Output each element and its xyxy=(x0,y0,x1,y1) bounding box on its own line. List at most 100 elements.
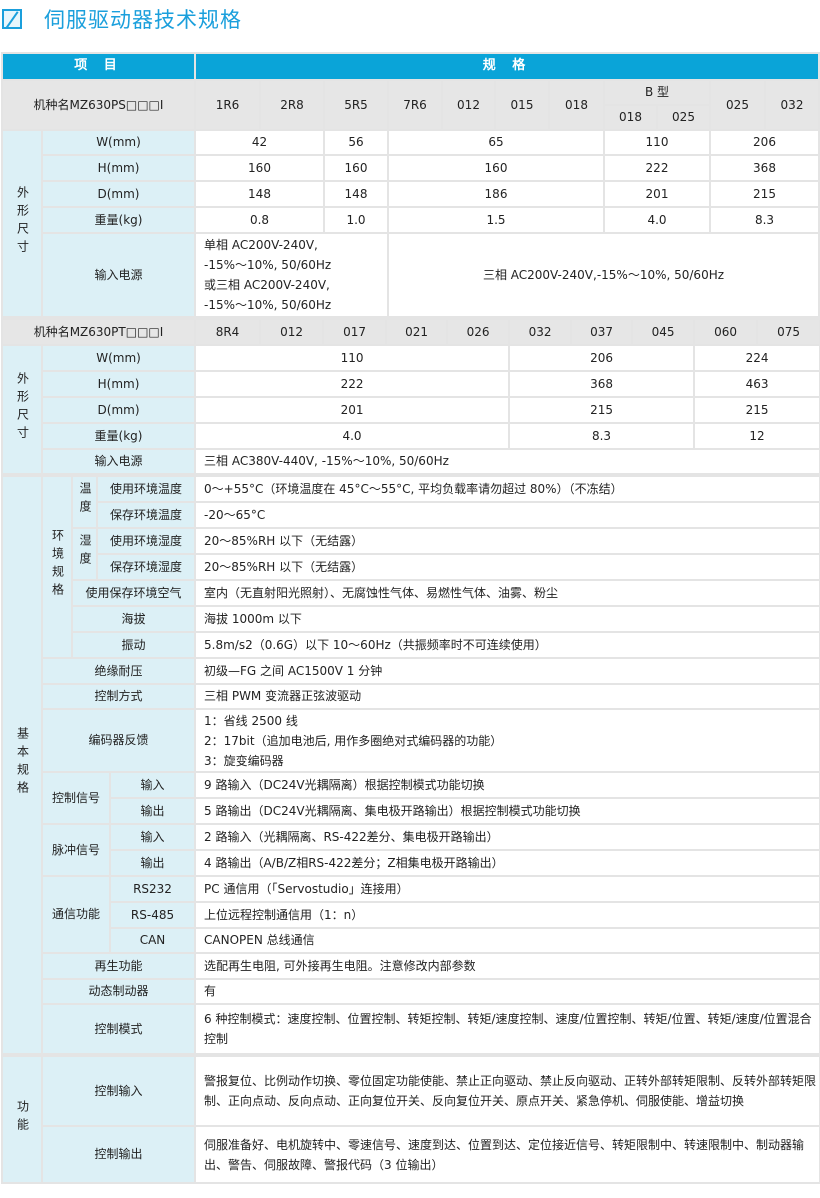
function-table: 功能 控制输入 警报复位、比例动作切换、零位固定功能使能、禁止正向驱动、禁止反向… xyxy=(1,1055,820,1184)
row-label: 保存环境温度 xyxy=(95,501,197,529)
row-label: 再生功能 xyxy=(40,952,197,980)
row-label: 输入电源 xyxy=(41,232,196,318)
cell: 海拔 1000m 以下 xyxy=(194,605,820,633)
cell: 室内（无直射阳光照射）、无腐蚀性气体、易燃性气体、油雾、粉尘 xyxy=(194,579,820,607)
ps-col: 2R8 xyxy=(259,79,325,131)
ps-col: 012 xyxy=(441,79,496,131)
cell: 6 种控制模式：速度控制、位置控制、转矩控制、转矩/速度控制、速度/位置控制、转… xyxy=(194,1003,820,1055)
ps-col: 1R6 xyxy=(194,79,261,131)
cell: 42 xyxy=(194,129,325,156)
ps-power-left: 单相 AC200V-240V, -15%～10%, 50/60Hz 或三相 AC20… xyxy=(194,232,389,318)
row-label: 脉冲信号 xyxy=(41,823,111,877)
row-label: W(mm) xyxy=(40,344,197,372)
cell: 5 路输出（DC24V光耦隔离、集电极开路输出）根据控制模式功能切换 xyxy=(194,797,820,825)
ps-col: 018 xyxy=(548,79,605,131)
cell: 160 xyxy=(323,154,389,182)
pt-col: 037 xyxy=(570,318,634,346)
cell: 215 xyxy=(709,180,820,208)
basic-table: 基本规格 环境规格 温度 使用环境温度 0～+55°C（环境温度在 45°C～5… xyxy=(1,475,820,1055)
row-label: 控制方式 xyxy=(40,683,197,710)
spec-table: 项 目 规 格 机种名MZ630PS□□□I 1R6 2R8 5R5 7R6 0… xyxy=(0,52,820,1184)
row-label: 重量(kg) xyxy=(40,422,197,450)
ps-power-right: 三相 AC200V-240V,-15%～10%, 50/60Hz xyxy=(387,232,820,318)
sub-label: CAN xyxy=(108,927,197,954)
row-label: 海拔 xyxy=(70,605,197,633)
cell: 201 xyxy=(194,396,511,424)
pt-col: 045 xyxy=(631,318,696,346)
cell: 215 xyxy=(693,396,820,424)
cell: PC 通信用（「Servostudio」连接用） xyxy=(194,875,820,903)
row-label: 振动 xyxy=(70,631,197,659)
cell: 8.3 xyxy=(508,422,696,450)
cell: 1.5 xyxy=(387,206,605,234)
pt-col: 026 xyxy=(446,318,511,346)
sub-label: 输出 xyxy=(108,797,197,825)
cell: 222 xyxy=(194,370,511,398)
cell: 110 xyxy=(603,129,711,156)
cell: 12 xyxy=(693,422,820,450)
cell: 368 xyxy=(508,370,696,398)
row-label: 编码器反馈 xyxy=(40,708,197,773)
row-label: 控制信号 xyxy=(41,771,111,825)
cell: 20～85%RH 以下（无结露） xyxy=(194,553,820,581)
sub-label: RS-485 xyxy=(108,901,197,929)
cell: 110 xyxy=(194,344,511,372)
cell: 148 xyxy=(194,180,325,208)
ps-col: 5R5 xyxy=(323,79,389,131)
ps-model: 机种名MZ630PS□□□I xyxy=(1,79,196,131)
ps-b-sub: 018 xyxy=(603,104,658,131)
row-label: 控制输入 xyxy=(41,1055,196,1127)
ps-b-sub: 025 xyxy=(656,104,711,131)
cell: 上位远程控制通信用（1：n） xyxy=(194,901,820,929)
row-label: 保存环境湿度 xyxy=(95,553,197,581)
cell: 56 xyxy=(323,129,389,156)
pt-model: 机种名MZ630PT□□□I xyxy=(0,318,197,346)
cell: 5.8m/s2（0.6G）以下 10～60Hz（共振频率时不可连续使用） xyxy=(194,631,820,659)
cell: 1.0 xyxy=(323,206,389,234)
row-label: 输入电源 xyxy=(40,448,197,475)
sub-label: RS232 xyxy=(108,875,197,903)
row-label: 使用保存环境空气 xyxy=(70,579,197,607)
function-group: 功能 xyxy=(1,1055,43,1184)
cell: 160 xyxy=(387,154,605,182)
pt-col: 060 xyxy=(693,318,759,346)
cell: 警报复位、比例动作切换、零位固定功能使能、禁止正向驱动、禁止反向驱动、正转外部转… xyxy=(194,1055,820,1127)
cell: 215 xyxy=(508,396,696,424)
row-label: 控制输出 xyxy=(41,1125,196,1184)
cell: -20～65°C xyxy=(194,501,820,529)
sub-label: 输入 xyxy=(108,771,197,799)
cell: 2 路输入（光耦隔离、RS-422差分、集电极开路输出） xyxy=(194,823,820,851)
encoder-cell: 1：省线 2500 线 2：17bit（追加电池后, 用作多圈绝对式编码器的功能）… xyxy=(194,708,820,773)
sub-label: 输出 xyxy=(108,849,197,877)
pt-group: 外形尺寸 xyxy=(1,344,43,475)
header-spec: 规 格 xyxy=(194,52,820,81)
cell: 伺服准备好、电机旋转中、零速信号、速度到达、位置到达、定位接近信号、转矩限制中、… xyxy=(194,1125,820,1184)
temp-group: 温度 xyxy=(71,475,98,529)
cell: 三相 PWM 变流器正弦波驱动 xyxy=(194,683,820,710)
row-label: 控制模式 xyxy=(40,1003,197,1055)
cell: 160 xyxy=(194,154,325,182)
cell: 4.0 xyxy=(194,422,511,450)
cell: 65 xyxy=(387,129,605,156)
row-label: W(mm) xyxy=(41,129,196,156)
title-text: 伺服驱动器技术规格 xyxy=(44,8,242,32)
ps-col: 7R6 xyxy=(387,79,443,131)
cell: 8.3 xyxy=(709,206,820,234)
cell: 20～85%RH 以下（无结露） xyxy=(194,527,820,555)
sub-label: 输入 xyxy=(108,823,197,851)
cell: 有 xyxy=(194,978,820,1005)
humid-group: 湿度 xyxy=(71,527,98,581)
pt-col: 075 xyxy=(756,318,820,346)
cell: 初级—FG 之间 AC1500V 1 分钟 xyxy=(194,657,820,685)
row-label: D(mm) xyxy=(41,180,196,208)
title-icon xyxy=(2,9,22,29)
pt-col: 8R4 xyxy=(194,318,262,346)
pt-table: 机种名MZ630PT□□□I 8R4 012 017 021 026 032 0… xyxy=(0,318,820,475)
row-label: 使用环境温度 xyxy=(95,475,197,503)
cell: CANOPEN 总线通信 xyxy=(194,927,820,954)
row-label: H(mm) xyxy=(40,370,197,398)
cell: 222 xyxy=(603,154,711,182)
cell: 368 xyxy=(709,154,820,182)
ps-table: 项 目 规 格 机种名MZ630PS□□□I 1R6 2R8 5R5 7R6 0… xyxy=(1,52,820,318)
cell: 206 xyxy=(709,129,820,156)
